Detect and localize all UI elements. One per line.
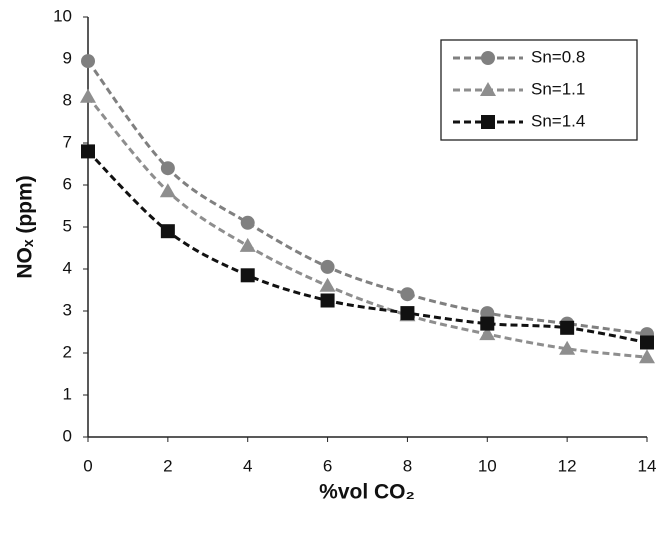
marker — [640, 335, 654, 350]
legend-marker — [481, 115, 495, 129]
marker — [160, 161, 175, 176]
y-tick-label: 9 — [63, 48, 72, 67]
marker — [400, 287, 415, 302]
marker — [560, 320, 575, 335]
legend-label: Sn=1.4 — [531, 111, 585, 130]
marker — [320, 293, 335, 308]
marker — [319, 277, 336, 292]
marker — [639, 349, 655, 364]
x-tick-label: 4 — [243, 456, 252, 475]
y-tick-label: 7 — [63, 132, 72, 151]
marker — [160, 224, 175, 239]
legend-marker — [480, 82, 496, 96]
marker — [480, 316, 495, 331]
legend-label: Sn=0.8 — [531, 47, 585, 66]
y-tick-label: 8 — [63, 90, 72, 109]
legend-marker — [481, 51, 495, 65]
marker — [81, 54, 95, 69]
marker — [239, 237, 256, 252]
y-tick-label: 0 — [63, 426, 72, 445]
marker — [81, 144, 95, 159]
y-tick-label: 5 — [63, 216, 72, 235]
x-tick-label: 14 — [638, 456, 657, 475]
marker — [320, 259, 335, 274]
x-tick-label: 8 — [403, 456, 412, 475]
series-line — [86, 150, 648, 344]
x-tick-label: 2 — [163, 456, 172, 475]
legend-box — [440, 39, 638, 141]
y-axis-label: NOₓ (ppm) — [14, 175, 37, 278]
y-tick-label: 2 — [63, 342, 72, 361]
marker — [240, 268, 255, 283]
marker — [559, 340, 576, 355]
x-tick-label: 6 — [323, 456, 332, 475]
x-axis-label: %vol CO₂ — [319, 481, 415, 504]
legend-label: Sn=1.1 — [531, 79, 585, 98]
x-tick-label: 10 — [478, 456, 497, 475]
y-tick-label: 6 — [63, 174, 72, 193]
y-tick-label: 4 — [63, 258, 72, 277]
x-tick-label: 0 — [83, 456, 92, 475]
marker — [479, 326, 496, 341]
y-tick-label: 1 — [63, 384, 72, 403]
y-tick-label: 10 — [53, 6, 72, 25]
x-tick-label: 12 — [558, 456, 577, 475]
marker — [80, 88, 96, 103]
marker — [240, 215, 255, 230]
marker — [159, 183, 176, 198]
y-tick-label: 3 — [63, 300, 72, 319]
marker — [400, 306, 415, 321]
